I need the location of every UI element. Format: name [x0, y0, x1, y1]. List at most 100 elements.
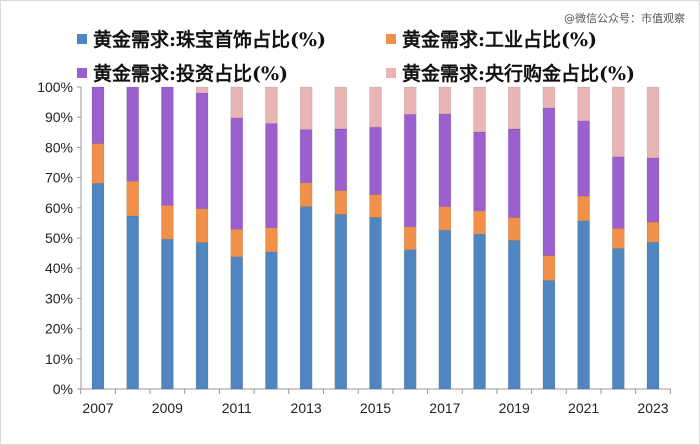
bar-segment-2023-1: [646, 221, 660, 243]
bar-segment-2011-1: [230, 228, 244, 258]
bar-segment-2022-2: [612, 156, 625, 229]
x-tick-label: 2017: [429, 400, 460, 416]
bar-segment-2009-2: [161, 86, 174, 206]
bar-segment-2017-3: [438, 86, 452, 115]
bar-segment-2016-2: [403, 114, 417, 228]
y-tick-label: 80%: [45, 139, 73, 155]
bar-segment-2022-3: [612, 86, 625, 158]
legend-item-investment: 黄金需求:投资占比(%): [77, 59, 288, 86]
x-tick-label: 2013: [291, 400, 322, 416]
bar-segment-2021-0: [577, 220, 590, 390]
bar-segment-2011-3: [230, 86, 244, 119]
bar-segment-2018-1: [473, 210, 486, 235]
legend-item-central-bank: 黄金需求:央行购金占比(%): [386, 59, 635, 86]
bar-segment-2018-0: [473, 233, 486, 390]
x-tick-label: 2009: [152, 400, 183, 416]
x-tick-label: 2015: [360, 400, 391, 416]
legend-item-jewelry: 黄金需求:珠宝首饰占比(%): [77, 25, 326, 52]
bar-segment-2019-2: [507, 128, 521, 218]
bar-segment-2018-2: [473, 131, 486, 212]
legend-label: 黄金需求:投资占比(%): [93, 63, 289, 85]
bar-segment-2014-3: [334, 86, 348, 130]
bar-segment-2012-3: [265, 86, 278, 124]
bar-segment-2015-0: [369, 217, 382, 390]
bar-segment-2018-3: [473, 86, 486, 133]
legend-item-industry: 黄金需求:工业占比(%): [386, 25, 597, 52]
bar-segment-2010-2: [195, 92, 209, 210]
x-tick-label: 2011: [222, 400, 252, 416]
y-tick-label: 70%: [45, 170, 73, 186]
bar-segment-2016-1: [403, 226, 417, 251]
bar-segment-2007-2: [91, 86, 105, 144]
bar-segment-2008-0: [126, 215, 139, 390]
bar-segment-2012-0: [265, 251, 278, 390]
bar-segment-2007-1: [91, 143, 105, 184]
bar-segment-2013-3: [299, 86, 313, 130]
legend-swatch: [77, 33, 87, 44]
bar-segment-2020-2: [542, 107, 556, 256]
bar-segment-2007-0: [91, 183, 105, 390]
bar-segment-2014-1: [334, 190, 348, 215]
bar-segment-2010-3: [195, 86, 209, 94]
bar-segment-2009-0: [161, 238, 174, 390]
bar-segment-2021-3: [577, 86, 590, 122]
bar-segment-2012-1: [265, 227, 278, 253]
bar-segment-2022-0: [612, 248, 625, 390]
bar-segment-2020-3: [542, 86, 556, 109]
bar-segment-2011-2: [230, 117, 244, 230]
x-tick-label: 2023: [637, 400, 668, 416]
bar-segment-2019-0: [507, 240, 521, 390]
bar-segment-2016-3: [403, 86, 417, 115]
bar-segment-2017-1: [438, 206, 452, 231]
y-tick-label: 10%: [45, 351, 73, 367]
y-tick-label: 60%: [45, 200, 73, 216]
y-tick-label: 90%: [45, 109, 73, 125]
bar-segment-2020-0: [542, 280, 556, 390]
bar-segment-2013-1: [299, 182, 313, 207]
bar-segment-2015-3: [369, 86, 382, 128]
bar-segment-2013-0: [299, 206, 313, 390]
y-tick-label: 100%: [37, 79, 73, 95]
y-tick-label: 30%: [45, 290, 73, 306]
bar-segment-2023-3: [646, 86, 660, 159]
y-tick-label: 20%: [45, 321, 73, 337]
legend-label: 黄金需求:珠宝首饰占比(%): [93, 29, 327, 51]
bar-segment-2008-1: [126, 180, 139, 217]
x-tick-label: 2007: [82, 400, 113, 416]
bar-segment-2016-0: [403, 249, 417, 390]
bar-segment-2017-0: [438, 229, 452, 390]
legend-swatch: [386, 67, 396, 78]
bar-segment-2011-0: [230, 256, 244, 390]
bar-segment-2022-1: [612, 228, 625, 249]
watermark: @微信公众号：市值观察: [564, 12, 685, 25]
legend-label: 黄金需求:工业占比(%): [402, 29, 598, 51]
bar-segment-2015-1: [369, 194, 382, 218]
legend-swatch: [386, 33, 396, 44]
bar-segment-2019-1: [507, 217, 521, 241]
bar-segment-2013-2: [299, 129, 313, 184]
legend-swatch: [77, 67, 87, 78]
bar-segment-2012-2: [265, 123, 278, 229]
bar-segment-2021-1: [577, 195, 590, 222]
bar-segment-2023-2: [646, 157, 660, 223]
bar-segment-2010-1: [195, 208, 209, 243]
bar-segment-2014-2: [334, 128, 348, 191]
bar-segment-2014-0: [334, 214, 348, 390]
x-tick-label: 2021: [568, 400, 599, 416]
bar-segment-2021-2: [577, 120, 590, 197]
bar-segment-2009-1: [161, 205, 174, 240]
bar-segment-2017-2: [438, 113, 452, 207]
legend-label: 黄金需求:央行购金占比(%): [402, 63, 636, 85]
bar-segment-2015-2: [369, 126, 382, 195]
bar-segment-2008-2: [126, 86, 139, 182]
bar-segment-2019-3: [507, 86, 521, 130]
bar-segment-2010-0: [195, 242, 209, 390]
bar-segment-2023-0: [646, 241, 660, 390]
bar-segment-2020-1: [542, 255, 556, 281]
y-tick-label: 50%: [45, 230, 73, 246]
y-tick-label: 0%: [53, 381, 73, 397]
y-tick-label: 40%: [45, 260, 73, 276]
x-tick-label: 2019: [499, 400, 530, 416]
